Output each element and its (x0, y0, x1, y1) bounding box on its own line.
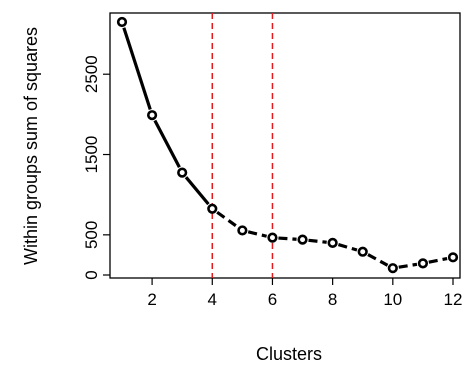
x-tick-label: 2 (147, 290, 156, 309)
y-tick-label: 500 (82, 221, 101, 249)
data-point (207, 203, 218, 214)
data-point (327, 237, 338, 248)
reference-lines (211, 13, 274, 278)
data-point (177, 167, 188, 178)
y-tick-label: 0 (82, 270, 101, 279)
line-segment (247, 230, 267, 238)
line-segment (278, 236, 297, 241)
line-segment (216, 210, 239, 229)
data-point (116, 16, 128, 28)
y-tick-label: 1500 (82, 136, 101, 174)
plot-box (109, 12, 461, 279)
x-tick-label: 12 (444, 290, 463, 309)
y-axis-title: Within groups sum of squares (21, 27, 41, 265)
x-tick-label: 10 (383, 290, 402, 309)
data-point (146, 110, 158, 121)
data-point (447, 252, 459, 263)
line-segment (337, 243, 358, 252)
data-point (267, 232, 278, 243)
data-point (297, 234, 308, 245)
y-tick-label: 2500 (82, 55, 101, 93)
line-segment (153, 119, 181, 169)
line-segment (398, 262, 418, 269)
x-axis-title: Clusters (256, 344, 322, 364)
x-axis: 2 4 6 8 10 12 (147, 278, 462, 309)
data-point (417, 258, 429, 269)
x-tick-label: 6 (268, 290, 277, 309)
data-points (116, 16, 459, 274)
line-segment (122, 27, 152, 110)
line-segment (367, 253, 389, 267)
x-tick-label: 4 (208, 290, 217, 309)
line-segment (184, 176, 210, 206)
line-segment (308, 238, 327, 244)
data-point (357, 246, 368, 257)
line-segment (428, 256, 448, 264)
data-point (237, 225, 248, 236)
y-axis: 0 500 1500 2500 (82, 55, 110, 280)
data-point (387, 263, 398, 274)
series-line (122, 27, 448, 269)
x-tick-label: 8 (328, 290, 337, 309)
